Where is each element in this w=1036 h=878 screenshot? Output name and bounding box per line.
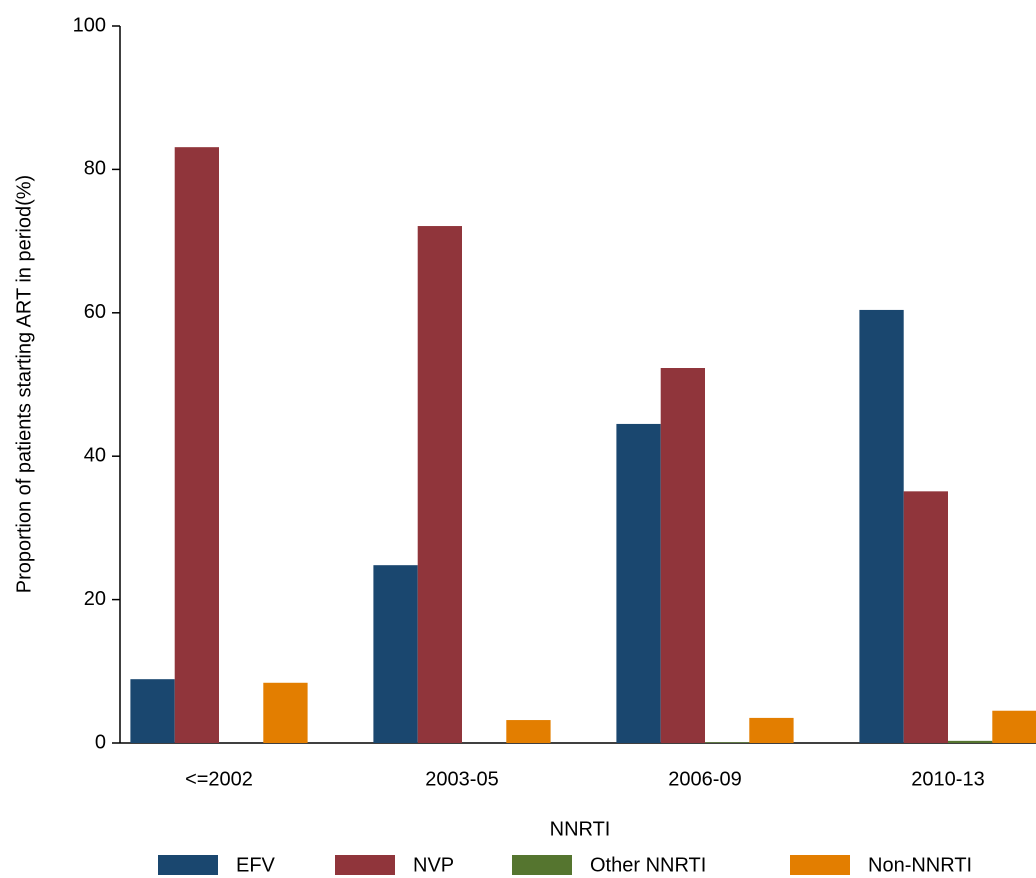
y-tick-label: 60 [84,301,106,323]
y-tick-label: 20 [84,588,106,610]
bar [705,742,750,743]
bar [903,491,948,743]
y-tick-label: 0 [95,731,106,753]
legend-label: Other NNRTI [590,854,706,876]
bar [174,147,219,744]
bar [749,717,794,743]
legend-label: Non-NNRTI [868,854,972,876]
bar [130,679,175,743]
x-tick-label: <=2002 [185,768,253,790]
legend-swatch [512,855,572,875]
bar [263,682,308,743]
bar [660,368,705,743]
x-tick-label: 2003-05 [425,768,498,790]
legend-label: NVP [413,854,454,876]
bar [616,423,661,743]
y-tick-label: 80 [84,158,106,180]
legend-swatch [335,855,395,875]
y-tick-label: 40 [84,444,106,466]
x-tick-label: 2006-09 [668,768,741,790]
bar [948,740,993,743]
y-axis-title: Proportion of patients starting ART in p… [13,175,35,593]
legend-label: EFV [236,854,276,876]
legend-title: NNRTI [550,818,611,840]
bar [992,710,1036,743]
bar [859,309,904,743]
bar [417,226,462,744]
bar [506,720,551,743]
legend-swatch [158,855,218,875]
bar [373,565,418,743]
x-tick-label: 2010-13 [911,768,984,790]
legend-swatch [790,855,850,875]
y-tick-label: 100 [73,14,106,36]
